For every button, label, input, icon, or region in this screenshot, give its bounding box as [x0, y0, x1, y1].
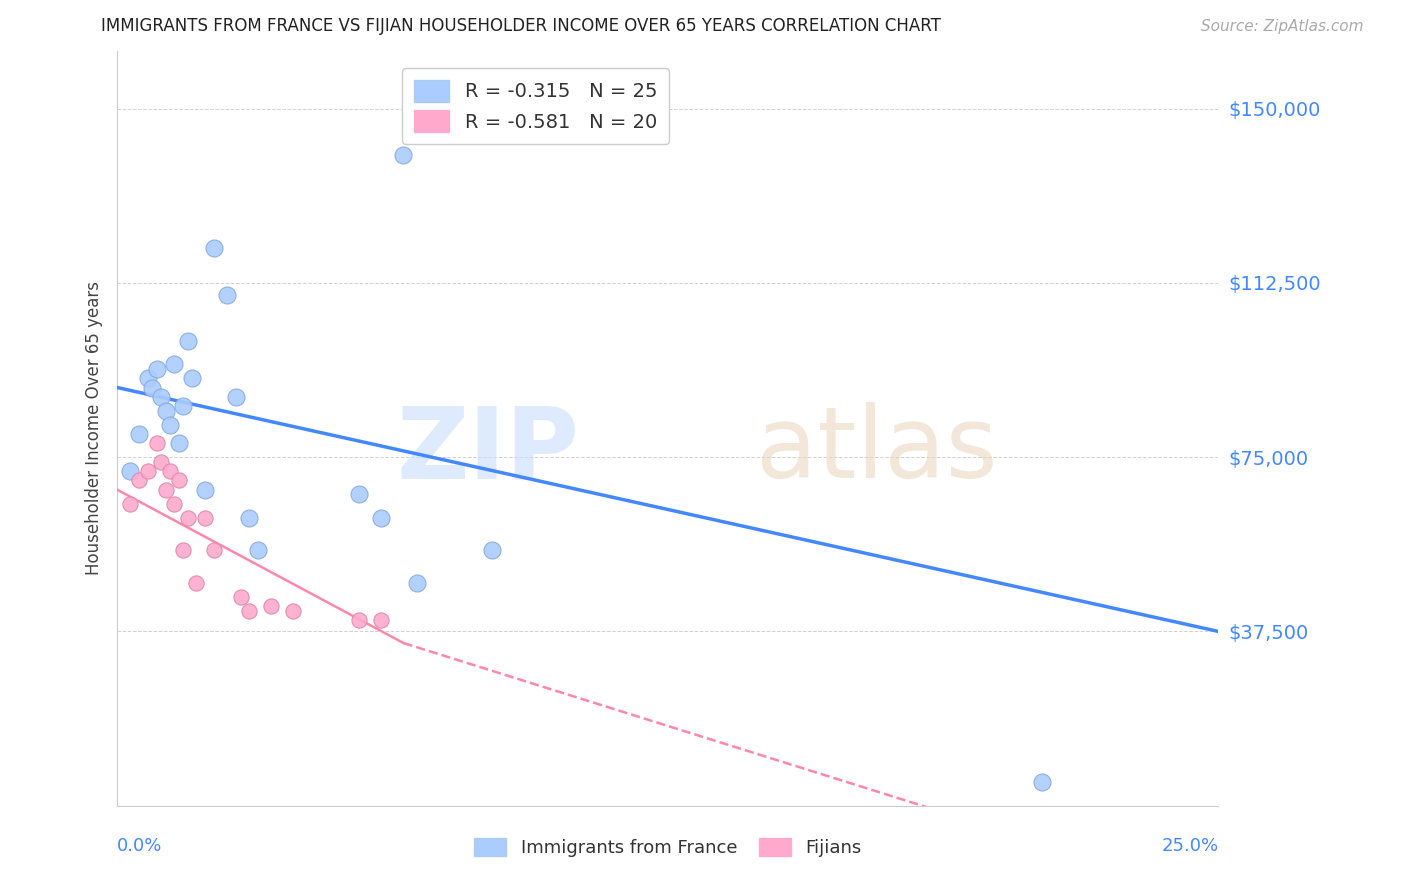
Point: [247, 543, 270, 558]
Point: [120, 464, 142, 478]
Point: [202, 241, 225, 255]
Point: [146, 362, 169, 376]
Point: [136, 464, 159, 478]
Point: [481, 543, 503, 558]
Point: [186, 575, 208, 590]
Y-axis label: Householder Income Over 65 years: Householder Income Over 65 years: [86, 281, 103, 575]
Text: atlas: atlas: [756, 402, 997, 500]
Point: [141, 380, 163, 394]
Point: [225, 390, 247, 404]
Point: [128, 427, 150, 442]
Point: [260, 599, 283, 613]
Point: [150, 390, 173, 404]
Point: [159, 417, 181, 432]
Point: [136, 371, 159, 385]
Point: [155, 483, 177, 497]
Point: [194, 483, 217, 497]
Point: [194, 510, 217, 524]
Legend: Immigrants from France, Fijians: Immigrants from France, Fijians: [467, 830, 869, 864]
Point: [155, 403, 177, 417]
Point: [172, 399, 194, 413]
Point: [120, 497, 142, 511]
Point: [128, 474, 150, 488]
Text: ZIP: ZIP: [396, 402, 579, 500]
Point: [405, 575, 427, 590]
Point: [159, 464, 181, 478]
Point: [392, 148, 415, 162]
Point: [163, 357, 186, 371]
Point: [349, 487, 371, 501]
Text: IMMIGRANTS FROM FRANCE VS FIJIAN HOUSEHOLDER INCOME OVER 65 YEARS CORRELATION CH: IMMIGRANTS FROM FRANCE VS FIJIAN HOUSEHO…: [101, 17, 941, 35]
Point: [238, 603, 260, 617]
Point: [229, 590, 252, 604]
Point: [349, 613, 371, 627]
Point: [176, 334, 198, 348]
Point: [146, 436, 169, 450]
Text: Source: ZipAtlas.com: Source: ZipAtlas.com: [1201, 20, 1364, 34]
Point: [217, 287, 239, 301]
Point: [370, 510, 392, 524]
Text: 0.0%: 0.0%: [117, 837, 163, 855]
Point: [150, 455, 173, 469]
Point: [167, 474, 190, 488]
Point: [202, 543, 225, 558]
Point: [283, 603, 305, 617]
Point: [163, 497, 186, 511]
Point: [238, 510, 260, 524]
Point: [181, 371, 204, 385]
Point: [370, 613, 392, 627]
Point: [167, 436, 190, 450]
Text: 25.0%: 25.0%: [1161, 837, 1219, 855]
Point: [176, 510, 198, 524]
Point: [172, 543, 194, 558]
Point: [1031, 775, 1053, 789]
